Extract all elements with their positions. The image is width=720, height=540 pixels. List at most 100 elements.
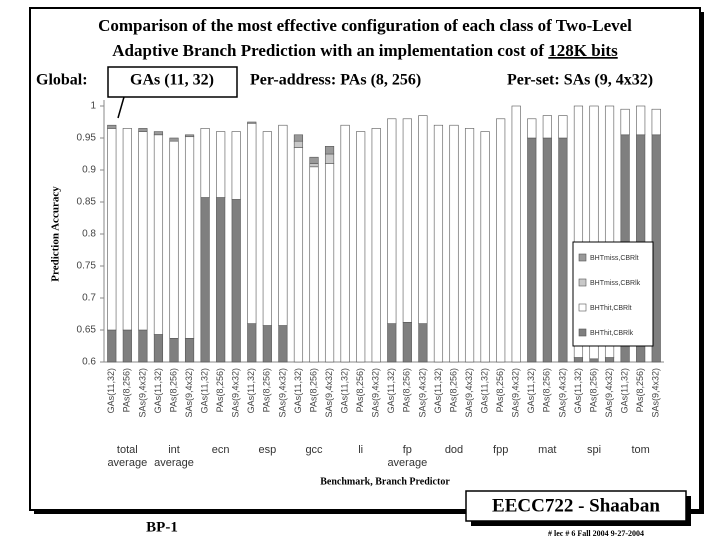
bar-segment <box>153 134 164 335</box>
legend-label: BHTmiss,CBRlt <box>590 255 639 262</box>
bar-segment <box>356 131 366 363</box>
group-label: int <box>168 444 180 456</box>
pointer <box>117 96 125 119</box>
bar-segment <box>604 105 615 358</box>
legend: BHThit,CBRlk BHThit,CBRlt BHTmiss,CBRlk BHT… <box>572 241 654 347</box>
bar-segment <box>153 334 164 363</box>
bar-segment <box>138 131 148 331</box>
x-axis-title: Benchmark, Branch Predictor <box>320 476 450 487</box>
x-tick-label: SAs(9,4x32) <box>371 368 381 418</box>
x-tick-label: GAs(11,32) <box>573 368 583 413</box>
group-label: spi <box>587 444 601 456</box>
x-tick-label: PAs(8,256) <box>495 368 505 412</box>
group-label: dod <box>445 444 463 456</box>
bar-segment <box>511 105 521 363</box>
x-tick-label: SAs(9,4x32) <box>651 368 661 418</box>
x-tick-label: PAs(8,256) <box>308 368 318 412</box>
legend-label: BHThit,CBRlt <box>590 305 632 312</box>
bar-segment <box>402 322 412 363</box>
x-tick-label: PAs(8,256) <box>635 368 645 412</box>
x-tick-label: SAs(9,4x32) <box>464 368 474 418</box>
group-label: total <box>117 444 138 456</box>
legend-label: BHTmiss,CBRlk <box>590 280 641 287</box>
bar-segment <box>324 146 335 155</box>
config-label: Per-address: PAs (8, 256) <box>250 72 421 89</box>
bar-segment <box>184 338 195 363</box>
x-tick-label: PAs(8,256) <box>355 368 365 412</box>
bar-segment <box>153 131 164 136</box>
x-tick-label: PAs(8,256) <box>402 368 412 412</box>
group-label: li <box>358 444 363 456</box>
bar-segment <box>371 128 381 363</box>
legend-swatch <box>578 278 587 287</box>
x-tick-label: GAs(11,32) <box>386 368 396 413</box>
legend-label: BHThit,CBRlk <box>590 330 634 337</box>
bar-segment <box>589 105 599 360</box>
x-tick-label: PAs(8,256) <box>262 368 272 412</box>
group-label: average <box>387 457 427 469</box>
bar-segment <box>558 137 568 363</box>
title-line: Adaptive Branch Prediction with an imple… <box>112 41 618 60</box>
group-label: fp <box>403 444 412 456</box>
group-label: mat <box>538 444 556 456</box>
bar-segment <box>216 131 226 198</box>
bar-segment <box>309 163 319 168</box>
bar-segment <box>107 128 117 331</box>
bar-segment <box>636 105 646 136</box>
config-label: Per-set: SAs (9, 4x32) <box>507 72 653 89</box>
bar-segment <box>527 137 537 363</box>
bar-segment <box>107 329 117 363</box>
bar-segment <box>231 199 241 363</box>
title-part: Adaptive Branch Prediction with an imple… <box>112 41 548 60</box>
bar-segment <box>324 163 335 363</box>
x-tick-label: GAs(11,32) <box>479 368 489 413</box>
bar-segment <box>573 105 584 358</box>
bar-segment <box>278 124 288 326</box>
bar-segment <box>402 118 412 323</box>
x-tick-label: GAs(11,32) <box>106 368 116 413</box>
legend-swatch <box>578 303 587 312</box>
y-tick-label: 0.75 <box>77 261 97 272</box>
bar-segment <box>107 124 117 129</box>
bar-segment <box>449 124 459 363</box>
group-label: fpp <box>493 444 508 456</box>
bar-segment <box>293 140 304 148</box>
footer-note: # lec # 6 Fall 2004 9-27-2004 <box>548 529 644 538</box>
bar-segment <box>122 128 132 331</box>
y-tick-label: 1 <box>90 101 96 112</box>
x-tick-label: GAs(11,32) <box>199 368 209 413</box>
bar-segment <box>542 137 552 363</box>
bar-segment <box>309 156 319 164</box>
x-tick-label: GAs(11,32) <box>246 368 256 413</box>
y-tick-label: 0.9 <box>82 165 96 176</box>
x-tick-label: PAs(8,256) <box>588 368 598 412</box>
y-axis-title: Prediction Accuracy <box>50 186 62 282</box>
badge <box>465 490 687 522</box>
x-tick-label: GAs(11,32) <box>339 368 349 413</box>
bar-segment <box>418 323 428 363</box>
y-tick-label: 0.85 <box>77 197 97 208</box>
config-label: Global: <box>36 72 88 89</box>
bar-segment <box>169 140 179 339</box>
legend-swatch <box>578 253 587 262</box>
bar-segment <box>293 147 304 363</box>
x-tick-label: SAs(9,4x32) <box>184 368 194 418</box>
bar-segment <box>309 166 319 363</box>
title-underlined: 128K bits <box>548 41 618 60</box>
x-tick-label: SAs(9,4x32) <box>231 368 241 418</box>
group-label: gcc <box>305 444 323 456</box>
bar-segment <box>542 115 552 139</box>
x-tick-label: SAs(9,4x32) <box>137 368 147 418</box>
x-tick-label: PAs(8,256) <box>122 368 132 412</box>
bar-segment <box>573 357 584 363</box>
bar-segment <box>527 118 537 139</box>
x-tick-label: GAs(11,32) <box>293 368 303 413</box>
bar-segment <box>231 131 241 200</box>
group-label: ecn <box>212 444 230 456</box>
bar-segment <box>169 137 179 142</box>
group-label: average <box>154 457 194 469</box>
bar-segment <box>604 357 615 363</box>
x-tick-label: SAs(9,4x32) <box>324 368 334 418</box>
x-tick-label: SAs(9,4x32) <box>604 368 614 418</box>
x-tick-label: PAs(8,256) <box>168 368 178 412</box>
